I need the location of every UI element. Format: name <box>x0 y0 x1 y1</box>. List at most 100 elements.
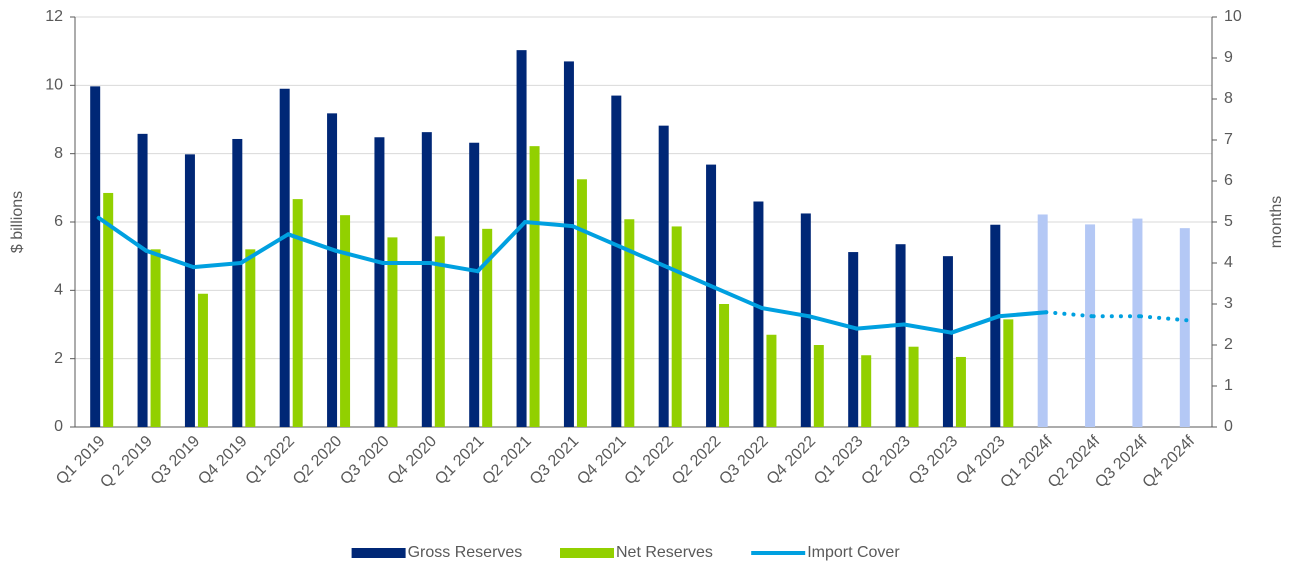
y2-tick-label: 9 <box>1224 49 1233 66</box>
x-tick-label: Q3 2020 <box>337 433 393 489</box>
line-segment <box>238 232 291 265</box>
y-tick-label: 2 <box>54 350 63 367</box>
bar <box>327 113 338 427</box>
bar <box>137 133 148 427</box>
bar <box>800 213 811 427</box>
bar <box>1037 214 1048 427</box>
line-segment <box>759 306 812 319</box>
bar <box>90 86 101 427</box>
bar <box>482 228 493 427</box>
bar <box>1132 218 1143 427</box>
bar <box>895 244 906 427</box>
x-tick-label: Q3 2022 <box>716 433 772 489</box>
bar <box>387 237 398 427</box>
x-tick-label: Q 2 2019 <box>97 433 156 492</box>
x-tick-label: Q4 2020 <box>385 433 441 489</box>
line-segment <box>523 220 575 229</box>
y2-tick-label: 4 <box>1224 254 1233 271</box>
bar <box>624 219 635 427</box>
bar <box>529 146 540 427</box>
x-tick-label: Q1 2022 <box>622 433 678 489</box>
y2-tick-label: 0 <box>1224 418 1233 435</box>
line-segment <box>712 285 764 311</box>
bar <box>103 192 114 427</box>
bar <box>671 226 682 427</box>
line-segment <box>475 220 528 274</box>
bar <box>576 179 587 427</box>
x-tick-label: Q2 2023 <box>858 433 914 489</box>
legend-swatch <box>560 548 614 558</box>
bar <box>766 334 777 427</box>
bar <box>1085 224 1096 427</box>
y2-tick-label: 8 <box>1224 90 1233 107</box>
line-segment <box>191 261 243 270</box>
y2-tick-label: 7 <box>1224 131 1233 148</box>
legend-label: Net Reserves <box>616 544 713 561</box>
x-tick-label: Q2 2022 <box>669 433 725 489</box>
line-segment <box>428 261 480 274</box>
bar <box>942 256 953 427</box>
line-segment <box>617 244 670 270</box>
x-tick-label: Q1 2023 <box>811 433 867 489</box>
x-tick-label: Q3 2021 <box>527 433 583 489</box>
line-segment <box>570 224 622 249</box>
bar <box>813 345 824 427</box>
x-tick-label: Q3 2019 <box>148 433 204 489</box>
bar <box>990 224 1001 427</box>
line-segment <box>1044 310 1096 319</box>
bar <box>150 249 161 427</box>
bar <box>908 346 919 427</box>
line-segment <box>96 215 149 253</box>
bar <box>374 137 385 427</box>
bar <box>1179 228 1190 427</box>
line-segment <box>1138 314 1191 323</box>
bar <box>421 132 432 427</box>
bar <box>955 356 966 427</box>
bar <box>848 252 859 427</box>
bar <box>611 95 622 427</box>
x-tick-label: Q1 2021 <box>432 433 488 489</box>
x-tick-label: Q4 2021 <box>574 433 630 489</box>
y-tick-label: 12 <box>45 8 63 25</box>
bar <box>197 293 208 427</box>
line-segment <box>144 248 196 270</box>
y2-tick-label: 5 <box>1224 213 1233 230</box>
line-segment <box>949 314 1001 335</box>
bar <box>563 61 574 428</box>
legend-label: Gross Reserves <box>408 544 523 561</box>
bar <box>184 154 195 427</box>
bar <box>434 236 445 427</box>
y-tick-label: 6 <box>54 213 63 230</box>
bar <box>1003 319 1014 427</box>
y2-tick-label: 3 <box>1224 295 1233 312</box>
line-segment <box>854 322 907 331</box>
y-tick-label: 4 <box>54 282 63 299</box>
x-tick-label: Q4 2024f <box>1140 432 1199 491</box>
bar <box>861 355 872 427</box>
y-axis-label: $ billions <box>9 191 26 253</box>
bar <box>245 249 256 427</box>
y2-tick-label: 10 <box>1224 8 1242 25</box>
bar <box>516 50 527 428</box>
legend-label: Import Cover <box>807 544 900 561</box>
x-tick-label: Q3 2023 <box>906 433 962 489</box>
y2-axis-label: months <box>1268 196 1285 248</box>
bar <box>469 142 480 427</box>
legend-swatch <box>351 548 406 558</box>
y-tick-label: 10 <box>45 77 63 94</box>
x-tick-label: Q2 2021 <box>479 433 535 489</box>
line-segment <box>286 232 338 253</box>
bar <box>292 199 303 427</box>
bar <box>340 215 351 427</box>
line-segment <box>333 248 385 265</box>
y-tick-label: 8 <box>54 145 63 162</box>
x-tick-label: Q2 2020 <box>290 433 346 489</box>
bar <box>753 201 764 427</box>
x-tick-label: Q1 2022 <box>243 433 299 489</box>
line-segment <box>902 322 954 335</box>
line-segment <box>807 314 859 331</box>
y-tick-label: 0 <box>54 418 63 435</box>
bar <box>706 164 717 427</box>
bar <box>232 138 243 427</box>
